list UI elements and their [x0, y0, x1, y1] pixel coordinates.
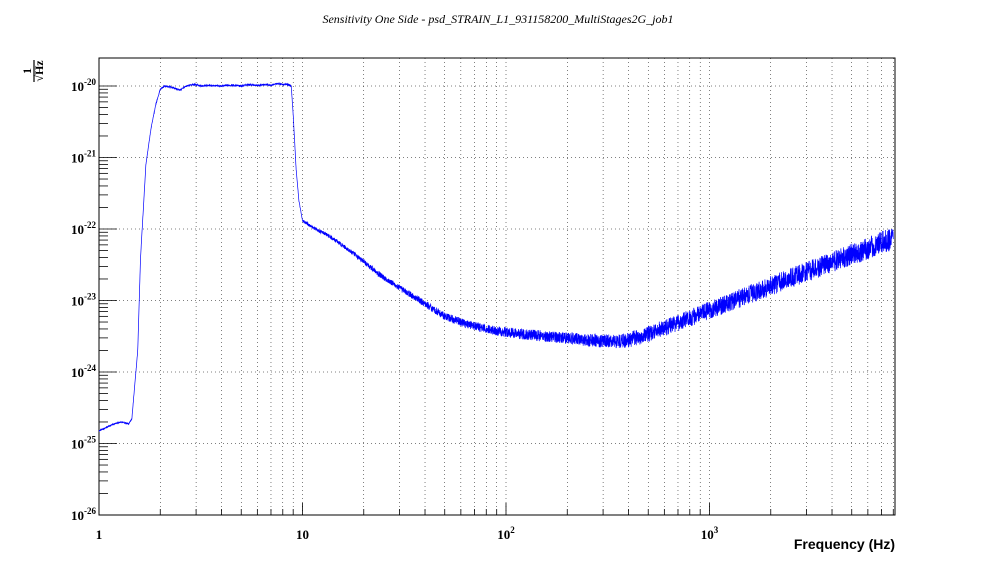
series-line-0 [98, 82, 894, 432]
y-tick-label: 10-22 [71, 220, 96, 237]
y-axis-label-denominator: √Hz [32, 60, 46, 82]
x-tick-label: 10 [296, 527, 309, 542]
axes: 10-20 10-21 10-22 10-23 10-24 10-25 10-261 10 10… [71, 57, 896, 542]
x-axis-label: Frequency (Hz) [794, 536, 895, 552]
y-tick-label: 10-26 [71, 506, 96, 523]
y-tick-label: 10-25 [71, 435, 96, 452]
y-tick-label: 10-20 [71, 77, 96, 94]
chart-title: Sensitivity One Side - psd_STRAIN_L1_931… [322, 12, 673, 26]
y-tick-label: 10-23 [71, 292, 96, 309]
y-tick-label: 10-21 [71, 149, 96, 166]
y-axis-label: 1 √Hz [20, 60, 46, 82]
y-tick-label: 10-24 [71, 363, 96, 380]
x-tick-label: 103 [701, 525, 719, 542]
grid [99, 58, 895, 515]
series-layer [98, 82, 894, 432]
x-tick-label: 102 [497, 525, 515, 542]
y-axis-label-numerator: 1 [20, 68, 34, 74]
x-tick-label: 1 [96, 527, 103, 542]
